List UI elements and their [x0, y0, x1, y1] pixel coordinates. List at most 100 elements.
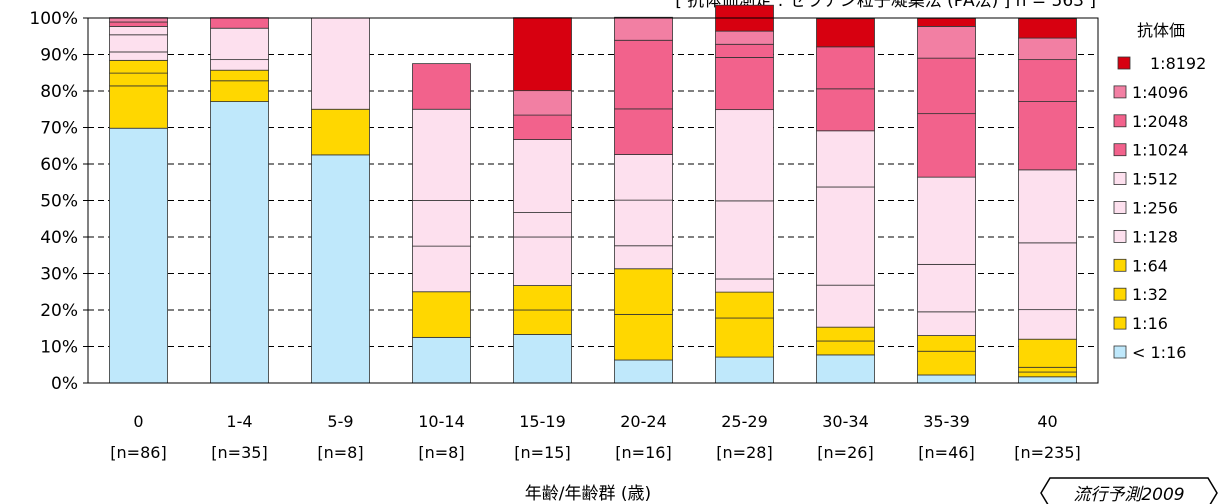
x-tick-label: 0 [133, 412, 143, 431]
bar-segment [513, 236, 572, 286]
legend-label: 1:2048 [1132, 112, 1188, 131]
bar-segment [715, 57, 774, 111]
bar-segment [816, 130, 875, 188]
bar-segment [715, 291, 774, 319]
x-tick-sample-size: [n=46] [918, 443, 974, 462]
bar-segment [715, 317, 774, 358]
bar-segment [715, 109, 774, 202]
bar-segment [109, 59, 168, 74]
bar-segment [109, 25, 168, 36]
bar-segment [513, 114, 572, 140]
y-tick-label: 70% [40, 119, 78, 139]
legend-swatch [1113, 114, 1127, 128]
x-axis-title: 年齢/年齢群 (歳) [525, 484, 651, 504]
y-tick-label: 50% [40, 192, 78, 212]
bar-segment [1018, 101, 1077, 171]
legend-swatch [1113, 172, 1127, 186]
legend-label: < 1:16 [1132, 343, 1186, 362]
bar-segment [513, 90, 572, 116]
legend-label: 1:1024 [1132, 141, 1188, 160]
bar-segment [311, 108, 370, 156]
bar-segment [210, 69, 269, 82]
watermark-text: 流行予測2009 [1073, 485, 1184, 504]
x-tick-sample-size: [n=35] [211, 443, 267, 462]
bar-segment [412, 291, 471, 338]
bar-segment [614, 313, 673, 361]
bar-segment [614, 245, 673, 270]
bar-segment [412, 200, 471, 247]
bar-segment [917, 176, 976, 265]
bars [109, 4, 1077, 384]
legend-label: 1:256 [1132, 199, 1178, 218]
bar-segment [816, 186, 875, 286]
legend-swatch [1117, 56, 1131, 70]
x-tick-label: 35-39 [923, 412, 970, 431]
bar-segment [715, 356, 774, 384]
legend-swatch [1113, 316, 1127, 330]
bar-segment [816, 18, 875, 48]
bar-segment [1018, 169, 1077, 244]
bar-segment [917, 57, 976, 115]
bar-segment [513, 139, 572, 213]
y-tick-label: 80% [40, 82, 78, 102]
x-tick-label: 5-9 [327, 412, 353, 431]
bar-segment [917, 311, 976, 336]
bar-segment [513, 17, 572, 92]
bar-segment [917, 374, 976, 384]
bar-segment [816, 326, 875, 342]
bar-segment [109, 34, 168, 53]
x-tick-label: 10-14 [418, 412, 465, 431]
bar-segment [1018, 309, 1077, 340]
legend-swatch [1113, 287, 1127, 301]
x-tick-sample-size: [n=28] [716, 443, 772, 462]
bar-segment [816, 88, 875, 132]
bar-segment [917, 263, 976, 313]
bar-segment [513, 309, 572, 335]
bar-segment [917, 335, 976, 352]
legend-label: 1:4096 [1132, 83, 1188, 102]
bar-segment [513, 285, 572, 311]
bar-segment [614, 154, 673, 201]
legend-swatch [1113, 345, 1127, 359]
x-tick-sample-size: [n=26] [817, 443, 873, 462]
x-tick-label: 30-34 [822, 412, 869, 431]
legend-swatch [1113, 229, 1127, 243]
bar-segment [1018, 376, 1077, 384]
legend-label: 1:64 [1132, 256, 1168, 275]
bar-segment [1018, 37, 1077, 61]
bar-segment [210, 17, 269, 29]
x-tick-label: 15-19 [519, 412, 566, 431]
bar-segment [412, 108, 471, 201]
bar-segment [109, 72, 168, 87]
bar-segment [311, 17, 370, 110]
legend-label: 1:8192 [1150, 54, 1206, 73]
bar-segment [614, 108, 673, 155]
x-tick-sample-size: [n=16] [615, 443, 671, 462]
bar-segment [715, 200, 774, 280]
bar-segment [816, 46, 875, 90]
bar-segment [816, 354, 875, 384]
bar-segment [917, 25, 976, 59]
bar-segment [614, 199, 673, 247]
bar-segment [614, 268, 673, 315]
bar-segment [1018, 242, 1077, 311]
bar-segment [412, 63, 471, 110]
bar-segment [513, 334, 572, 384]
legend-label: 1:32 [1132, 285, 1168, 304]
x-tick-sample-size: [n=86] [110, 443, 166, 462]
x-tick-label: 20-24 [620, 412, 667, 431]
y-tick-label: 100% [29, 9, 78, 29]
bar-segment [715, 278, 774, 293]
y-tick-label: 0% [51, 374, 78, 394]
bar-segment [816, 340, 875, 356]
legend-swatch [1113, 85, 1127, 99]
bar-segment [614, 16, 673, 41]
bar-segment [917, 17, 976, 27]
bar-segment [109, 85, 168, 129]
x-tick-sample-size: [n=235] [1014, 443, 1081, 462]
watermark-badge: 流行予測2009 [1040, 477, 1218, 504]
y-tick-label: 30% [40, 265, 78, 285]
y-tick-label: 20% [40, 301, 78, 321]
x-tick-labels: 0 [n=86] 1-4 [n=35] 5-9 [n=8] 10-14 [n=8] 15-19 [… [110, 412, 1080, 462]
